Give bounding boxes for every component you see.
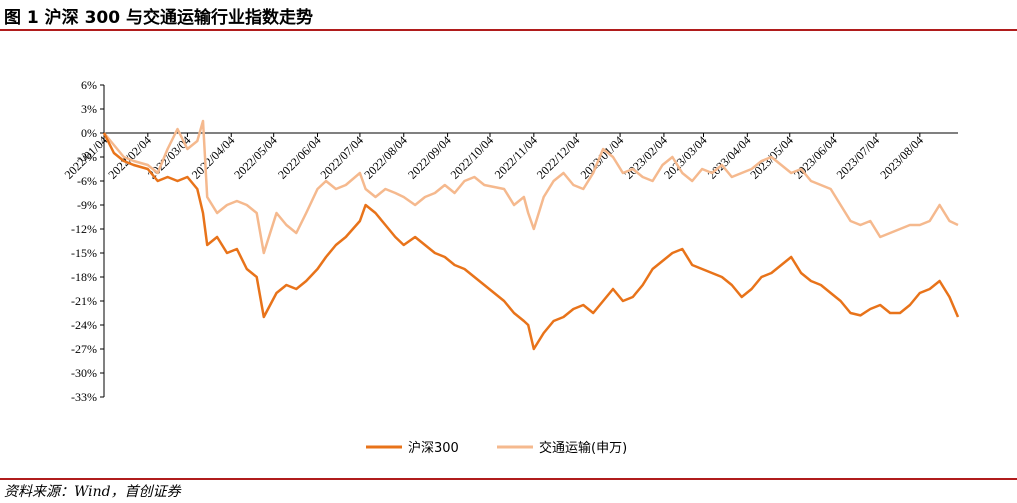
figure-title: 图 1 沪深 300 与交通运输行业指数走势 [4,8,313,28]
y-tick-label: -30% [71,366,97,380]
bottom-rule [0,478,1017,480]
legend: 沪深300 交通运输(申万) [366,440,627,456]
x-tick-label: 2022/10/04 [448,133,497,182]
series-line-hs300 [102,132,960,351]
legend-item-hs300: 沪深300 [366,440,459,456]
y-tick-label: -27% [71,342,97,356]
y-tick-label: 3% [81,102,97,116]
y-tick-label: -9% [77,198,97,212]
y-tick-label: -15% [71,246,97,260]
y-tick-label: 6% [81,78,97,92]
x-axis: 2022/01/042022/02/042022/03/042022/04/04… [62,132,958,182]
y-axis: 6% 3% 0% -3% -6% -9% -12% -15% -18% -21% -24% -27% -… [71,78,105,404]
x-tick-label: 2022/06/04 [275,133,324,182]
series-lines [102,119,960,351]
x-tick-label: 2022/12/04 [534,133,583,182]
y-tick-label: -3% [77,150,97,164]
y-tick-label: -24% [71,318,97,332]
series-line-transport [103,119,959,255]
source-note: 资料来源：Wind，首创证券 [4,484,181,500]
legend-label: 交通运输(申万) [539,440,627,456]
x-tick-label: 2023/01/04 [578,133,627,182]
y-tick-label: 0% [81,126,97,140]
y-tick-label: -33% [71,390,97,404]
y-tick-label: -6% [77,174,97,188]
x-tick-label: 2023/07/04 [834,133,883,182]
y-tick-label: -12% [71,222,97,236]
x-tick-label: 2023/08/04 [877,133,926,182]
legend-item-transport: 交通运输(申万) [497,440,627,456]
line-chart: 6% 3% 0% -3% -6% -9% -12% -15% -18% -21% -24% -27% -… [62,78,960,456]
x-tick-label: 2022/05/04 [231,133,280,182]
x-tick-label: 2022/11/04 [492,133,540,181]
y-tick-label: -21% [71,294,97,308]
top-rule [0,29,1017,31]
y-tick-label: -18% [71,270,97,284]
x-tick-label: 2022/08/04 [361,133,410,182]
x-tick-label: 2023/06/04 [791,133,840,182]
legend-label: 沪深300 [408,440,459,456]
x-tick-label: 2022/09/04 [405,133,454,182]
